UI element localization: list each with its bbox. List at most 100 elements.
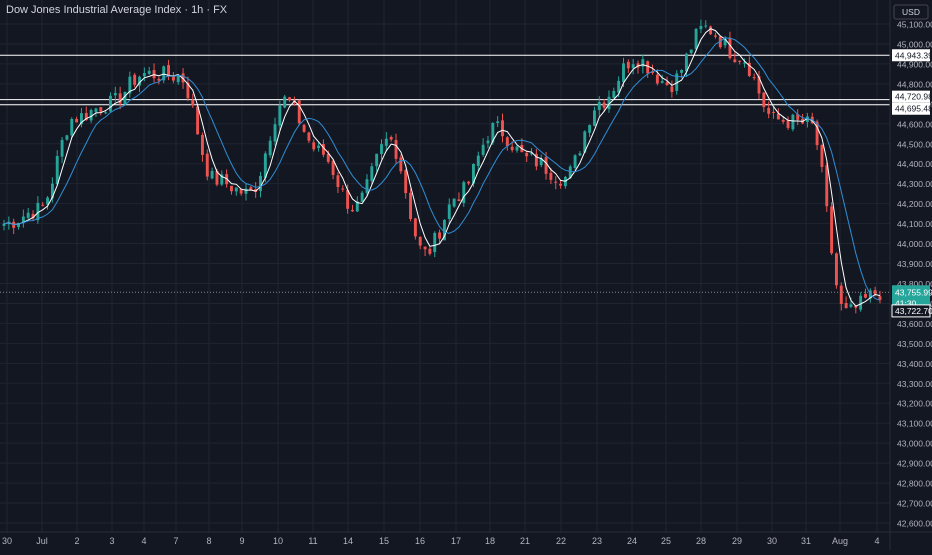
candle-body (428, 248, 432, 254)
candle-body (578, 153, 582, 156)
candle-body (481, 144, 485, 155)
candle-body (21, 216, 25, 224)
x-tick-label: 31 (801, 536, 811, 546)
candle-body (26, 212, 30, 218)
x-tick-label: 15 (379, 536, 389, 546)
candle-body (549, 172, 553, 180)
candle-body (79, 113, 83, 125)
candle-body (447, 204, 451, 219)
candle-body (588, 125, 592, 133)
grid (0, 0, 890, 532)
y-tick-label: 43,600.00 (897, 319, 932, 329)
candle-body (670, 86, 674, 93)
candle-body (515, 146, 519, 151)
y-tick-label: 44,600.00 (897, 119, 932, 129)
candle-body (326, 153, 330, 162)
price-badges: 44,943.39 44,720.98 44,695.48 43,755.9941:3… (891, 49, 932, 318)
candle-body (680, 69, 684, 73)
y-tick-label: 43,000.00 (897, 439, 932, 449)
candle-body (559, 183, 563, 186)
level-badge (892, 102, 930, 115)
x-tick-label: 4 (141, 536, 146, 546)
candle-body (583, 131, 587, 153)
candle-body (2, 223, 6, 226)
x-tick-label: 22 (556, 536, 566, 546)
candle-body (351, 209, 354, 212)
candle-body (815, 121, 819, 146)
candle-body (539, 158, 543, 166)
candle-body (617, 80, 621, 93)
candle-body (321, 144, 325, 155)
candle-body (849, 304, 853, 307)
candle-body (752, 77, 756, 79)
candle-body (200, 134, 204, 155)
candle-body (878, 296, 882, 300)
candle-body (505, 137, 509, 146)
candle-body (476, 155, 480, 166)
candle-body (496, 121, 500, 123)
candle-body (210, 170, 214, 179)
level-badge-label: 44,695.48 (895, 104, 932, 114)
candle-body (651, 71, 654, 73)
moving-averages (3, 28, 881, 307)
candle-body (501, 120, 504, 137)
candle-body (278, 105, 282, 126)
candle-body (602, 102, 606, 108)
candle-body (689, 49, 693, 54)
candle-body (626, 61, 630, 69)
candle-body (268, 140, 272, 156)
candle-body (118, 93, 122, 104)
x-tick-label: Aug (832, 536, 848, 546)
candle-body (772, 111, 775, 113)
x-tick-label: 30 (2, 536, 12, 546)
candle-body (380, 144, 383, 155)
x-tick-label: 9 (239, 536, 244, 546)
candle-body (704, 25, 708, 27)
x-tick-label: 3 (109, 536, 114, 546)
candle-body (191, 99, 195, 106)
candle-body (46, 197, 50, 205)
candle-body (181, 73, 185, 83)
ma-fast-line (3, 28, 881, 307)
candle-body (413, 218, 417, 237)
candle-body (263, 153, 267, 178)
candle-body (665, 82, 669, 85)
x-tick-label: Jul (36, 536, 48, 546)
candle-body (631, 64, 635, 69)
x-tick-label: 16 (415, 536, 425, 546)
candle-body (230, 185, 233, 192)
candle-body (17, 222, 20, 228)
candle-body (457, 199, 461, 202)
y-tick-label: 44,000.00 (897, 239, 932, 249)
candle-body (307, 132, 311, 141)
candle-body (597, 102, 601, 110)
candle-body (791, 114, 795, 130)
candle-body (433, 232, 437, 253)
candle-body (186, 82, 190, 99)
candle-body (728, 37, 732, 59)
candle-body (767, 107, 771, 114)
candle-body (138, 76, 141, 86)
candle-body (94, 108, 98, 112)
candle-body (249, 187, 253, 191)
y-tick-label: 45,000.00 (897, 39, 932, 49)
candle-body (55, 156, 59, 185)
candle-body (525, 152, 529, 157)
y-tick-label: 45,100.00 (897, 20, 932, 30)
candle-body (404, 170, 408, 194)
y-tick-label: 42,600.00 (897, 519, 932, 529)
y-tick-label: 43,300.00 (897, 379, 932, 389)
candle-body (31, 213, 35, 219)
candle-body (162, 66, 166, 81)
x-tick-label: 18 (485, 536, 495, 546)
candle-body (844, 303, 848, 309)
x-tick-label: 21 (520, 536, 530, 546)
candle-body (288, 97, 291, 101)
level-badge-label: 44,943.39 (895, 50, 932, 60)
candle-body (423, 246, 427, 250)
candle-body (113, 92, 117, 96)
candle-body (573, 155, 577, 168)
candle-body (341, 188, 345, 190)
